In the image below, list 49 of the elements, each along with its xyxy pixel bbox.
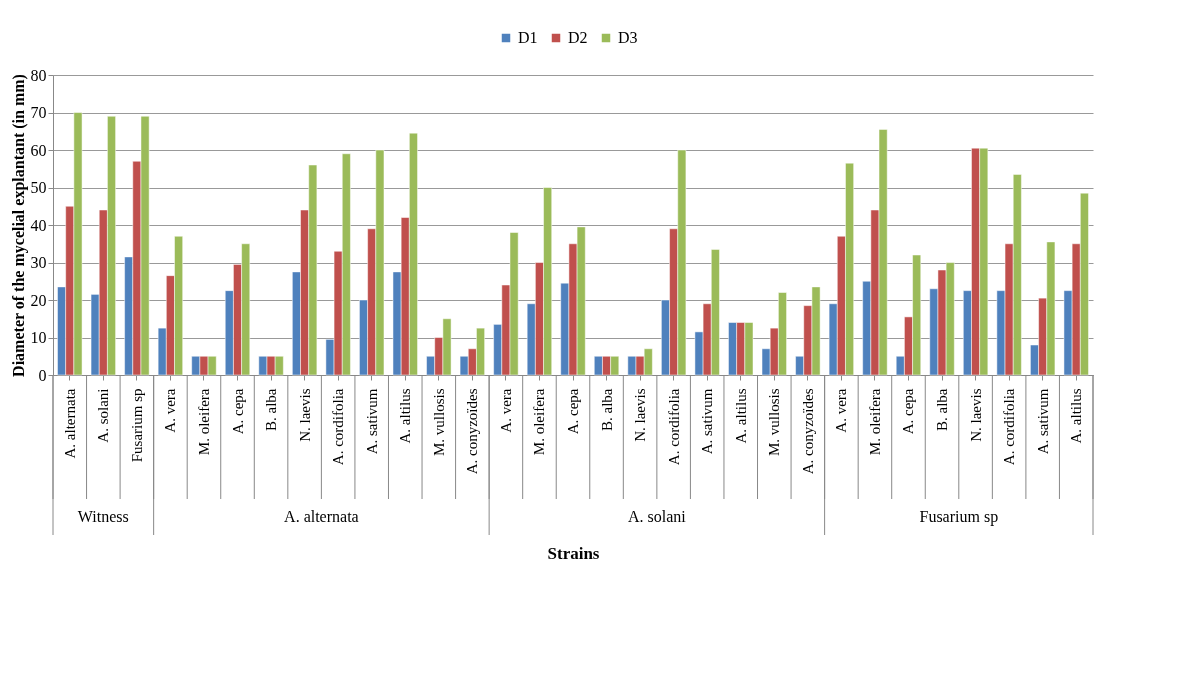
legend-label: D1	[518, 29, 538, 46]
x-tick-label: M. oleifera	[866, 388, 883, 456]
x-tick-label: A. altilus	[1068, 388, 1085, 444]
x-tick-label: A. altilus	[732, 388, 749, 444]
y-axis-title: Diameter of the mycelial explantant (in mm)	[9, 74, 28, 377]
text: Witness	[77, 508, 129, 525]
legend-label: D3	[618, 29, 638, 46]
x-tick-label: N. laevis	[967, 388, 984, 442]
x-tick-label: N. laevis	[632, 388, 649, 442]
x-tick-label: A. altilus	[397, 388, 414, 444]
x-tick-label: A. conyzoïdes	[799, 388, 816, 475]
x-tick-label: B. alba	[598, 388, 615, 431]
x-tick-label: A. cordifolia	[330, 388, 347, 466]
x-tick-label: A. vera	[497, 388, 514, 433]
x-tick-label: A. cepa	[900, 388, 917, 435]
x-tick-label: M. vullosis	[430, 388, 447, 457]
x-tick-label: B. alba	[934, 388, 951, 431]
x-tick-label: B. alba	[263, 388, 280, 431]
y-tick-label: 0	[38, 366, 47, 384]
x-tick-label: A. vera	[833, 388, 850, 433]
x-tick-label: Fusarium sp	[128, 388, 145, 463]
x-tick-label: A. cordifolia	[665, 388, 682, 466]
x-tick-label: A. cordifolia	[1001, 388, 1018, 466]
x-tick-label: M. vullosis	[766, 388, 783, 457]
x-tick-label: N. laevis	[296, 388, 313, 442]
y-tick-label: 80	[30, 66, 47, 84]
y-tick-label: 60	[30, 141, 47, 159]
x-tick-label: A. cepa	[565, 388, 581, 435]
x-tick-label: A. sativum	[699, 388, 716, 455]
y-tick-label: 40	[30, 216, 47, 234]
y-tick-label: 50	[30, 179, 47, 196]
text: Fusarium sp	[919, 508, 999, 526]
legend-label: D2	[568, 29, 588, 46]
x-tick-label: M. oleifera	[195, 388, 212, 456]
x-tick-label: A. sativum	[1034, 388, 1051, 455]
y-tick-label: 70	[30, 104, 47, 121]
text: A. solani	[627, 508, 687, 525]
x-tick-label: A. vera	[162, 388, 179, 433]
y-tick-label: 20	[30, 291, 47, 309]
x-tick-label: A. conyzoïdes	[464, 388, 481, 475]
y-tick-label: 10	[30, 329, 47, 346]
x-tick-label: A. cepa	[229, 388, 246, 435]
x-tick-label: A. sativum	[363, 388, 380, 455]
y-tick-label: 30	[30, 254, 47, 271]
x-tick-label: A. solani	[95, 388, 112, 443]
x-tick-label: A. alternata	[61, 388, 78, 459]
x-axis-title: Strains	[547, 544, 600, 564]
x-tick-label: M. oleifera	[531, 388, 548, 456]
text: A. alternata	[284, 508, 359, 525]
